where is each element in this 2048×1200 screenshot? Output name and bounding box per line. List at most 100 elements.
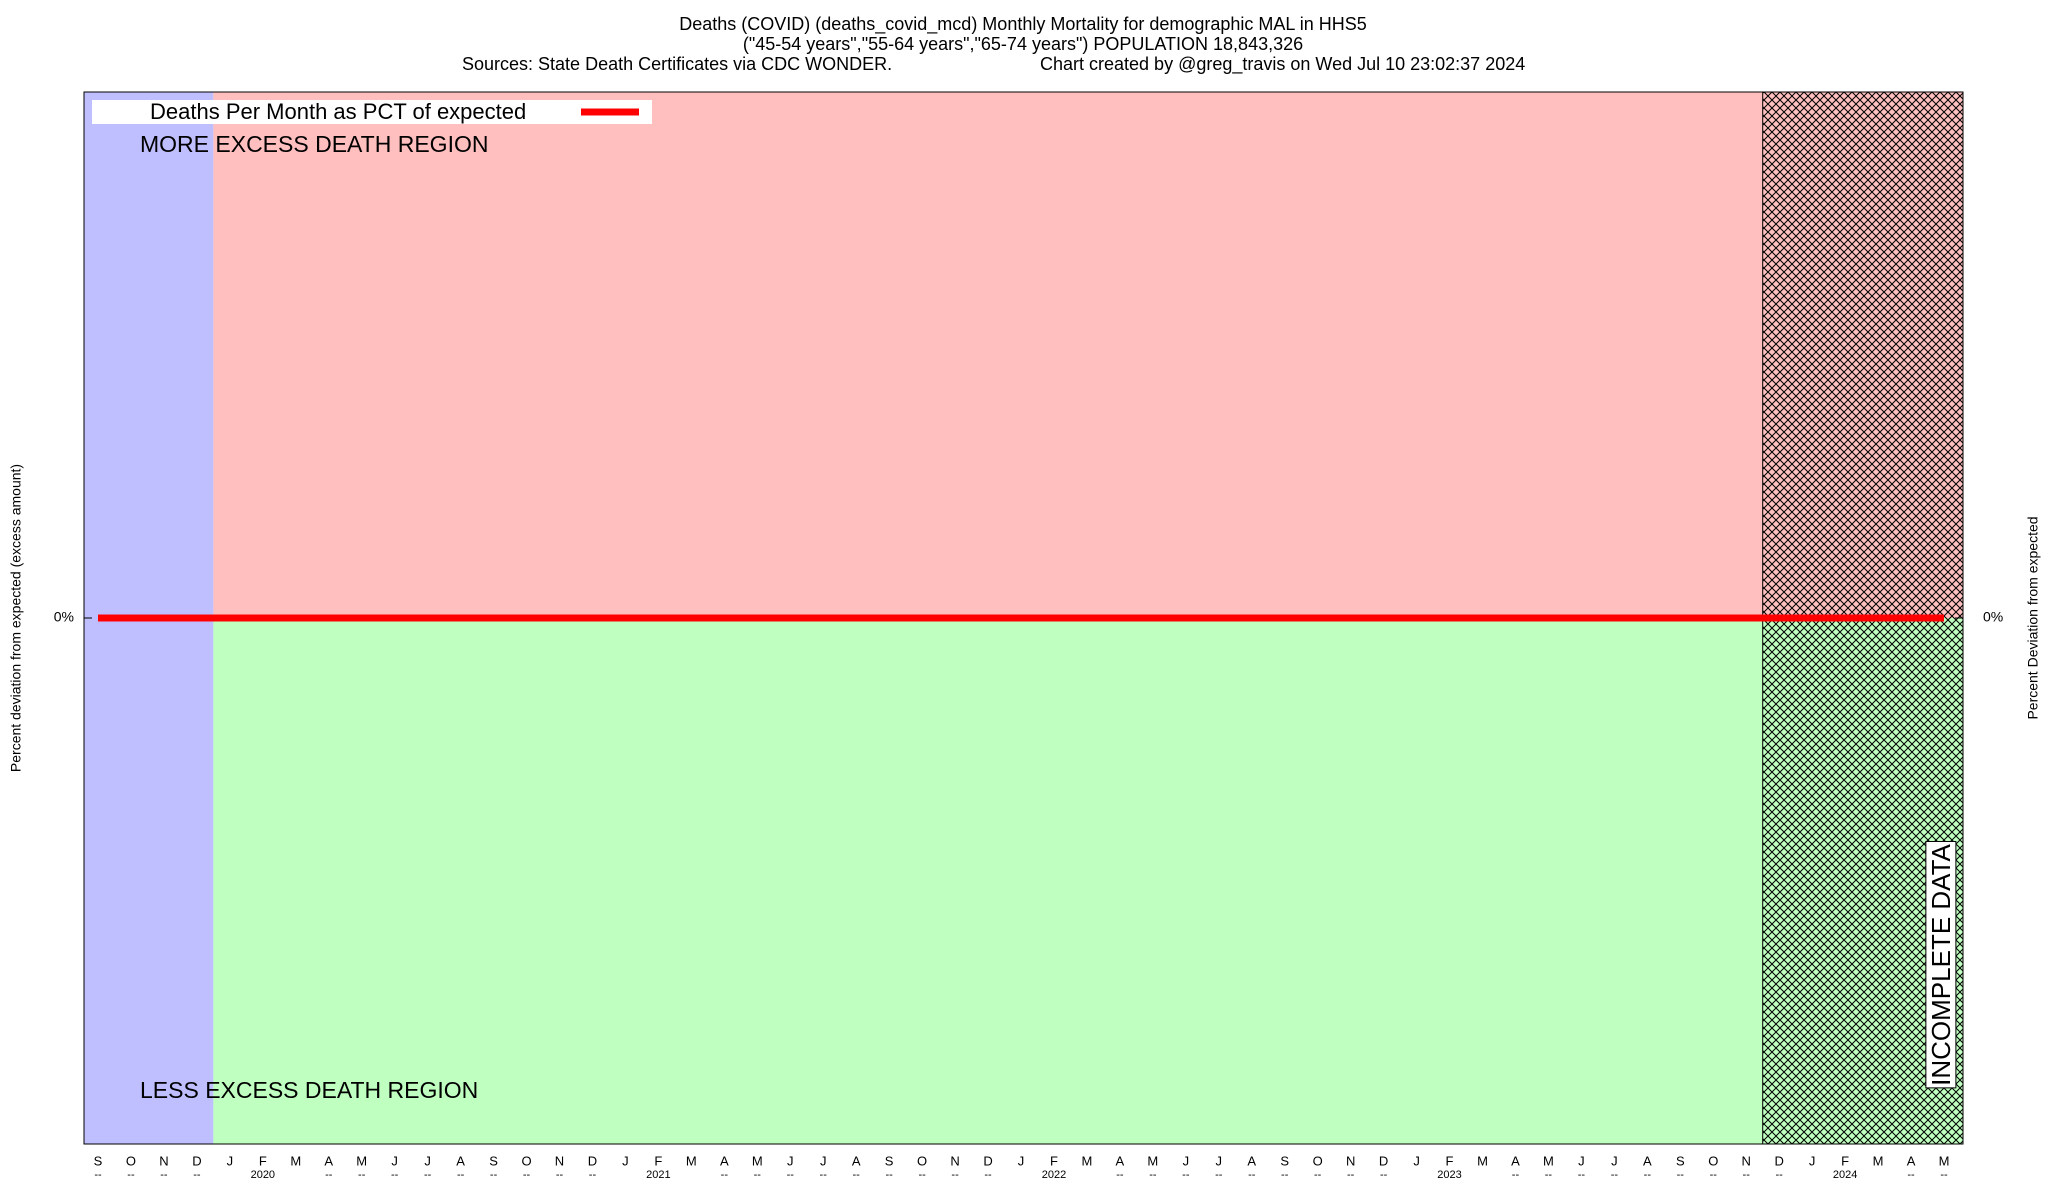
x-sublabel: -- [721,1169,729,1181]
x-tick-label: A [1643,1153,1652,1168]
x-sublabel: -- [1743,1169,1751,1181]
x-tick-label: M [1477,1153,1488,1168]
x-tick-label: F [1446,1153,1454,1168]
x-tick-label: M [1939,1153,1950,1168]
x-sublabel: -- [457,1169,465,1181]
x-tick-label: S [1676,1153,1685,1168]
x-tick-label: J [391,1153,398,1168]
y2-axis-label: Percent Deviation from expected [2025,516,2041,719]
x-tick-label: J [1611,1153,1618,1168]
x-tick-label: A [456,1153,465,1168]
x-tick-label: M [1873,1153,1884,1168]
x-tick-label: F [654,1153,662,1168]
credit: Chart created by @greg_travis on Wed Jul… [1040,54,1525,75]
x-sublabel: -- [853,1169,861,1181]
x-tick-label: D [1379,1153,1388,1168]
source: Sources: State Death Certificates via CD… [462,54,892,74]
x-tick-label: O [521,1153,531,1168]
x-tick-label: F [259,1153,267,1168]
x-tick-label: O [126,1153,136,1168]
x-sublabel: -- [424,1169,432,1181]
annotation: INCOMPLETE DATA [1926,843,1956,1085]
x-tick-label: J [1809,1153,1816,1168]
x-tick-label: A [1116,1153,1125,1168]
x-sublabel: -- [984,1169,992,1181]
x-sublabel: -- [1644,1169,1652,1181]
x-tick-label: S [885,1153,894,1168]
annotation: LESS EXCESS DEATH REGION [140,1077,478,1103]
x-tick-label: M [1543,1153,1554,1168]
x-tick-label: O [917,1153,927,1168]
x-tick-label: J [424,1153,431,1168]
x-tick-label: J [1578,1153,1585,1168]
legend-box [92,100,652,124]
x-tick-label: M [1147,1153,1158,1168]
x-sublabel: -- [94,1169,102,1181]
x-tick-label: A [324,1153,333,1168]
x-tick-label: J [820,1153,827,1168]
x-sublabel: -- [1907,1169,1915,1181]
more-excess-region [213,92,1963,618]
x-sublabel: -- [1347,1169,1355,1181]
x-tick-label: J [787,1153,794,1168]
x-tick-label: M [1082,1153,1093,1168]
x-sublabel: -- [754,1169,762,1181]
x-sublabel: -- [1545,1169,1553,1181]
x-tick-label: J [1216,1153,1223,1168]
x-tick-label: M [290,1153,301,1168]
x-sublabel: 2022 [1042,1169,1066,1181]
x-sublabel: -- [358,1169,366,1181]
x-sublabel: -- [918,1169,926,1181]
x-tick-label: N [950,1153,959,1168]
legend-label: Deaths Per Month as PCT of expected [150,99,526,124]
x-sublabel: -- [589,1169,597,1181]
y-axis-label: Percent deviation from expected (excess … [8,464,24,772]
x-tick-label: S [94,1153,103,1168]
x-sublabel: -- [1248,1169,1256,1181]
x-sublabel: -- [127,1169,135,1181]
chart-subtitle: ("45-54 years","55-64 years","65-74 year… [743,34,1303,54]
x-tick-label: N [1346,1153,1355,1168]
x-tick-label: J [1413,1153,1420,1168]
x-tick-label: A [1511,1153,1520,1168]
x-tick-label: A [1247,1153,1256,1168]
x-sublabel: -- [1281,1169,1289,1181]
x-tick-label: N [555,1153,564,1168]
x-tick-label: M [356,1153,367,1168]
x-sublabel: -- [523,1169,531,1181]
x-tick-label: M [752,1153,763,1168]
x-sublabel: -- [1215,1169,1223,1181]
x-sublabel: -- [1776,1169,1784,1181]
chart-title: Deaths (COVID) (deaths_covid_mcd) Monthl… [679,14,1367,35]
x-sublabel: -- [787,1169,795,1181]
x-tick-label: N [159,1153,168,1168]
x-tick-label: D [192,1153,201,1168]
x-sublabel: -- [1512,1169,1520,1181]
x-tick-label: D [1774,1153,1783,1168]
x-sublabel: -- [1677,1169,1685,1181]
x-sublabel: -- [951,1169,959,1181]
x-sublabel: -- [1380,1169,1388,1181]
x-sublabel: -- [391,1169,399,1181]
x-tick-label: A [1907,1153,1916,1168]
x-sublabel: 2023 [1437,1169,1461,1181]
x-tick-label: F [1050,1153,1058,1168]
x-sublabel: -- [1578,1169,1586,1181]
x-tick-label: O [1313,1153,1323,1168]
less-excess-region [213,618,1963,1144]
x-tick-label: M [686,1153,697,1168]
x-tick-label: O [1708,1153,1718,1168]
x-sublabel: 2024 [1833,1169,1857,1181]
x-sublabel: -- [1314,1169,1322,1181]
x-tick-label: F [1841,1153,1849,1168]
x-sublabel: -- [1116,1169,1124,1181]
x-tick-label: S [1280,1153,1289,1168]
x-sublabel: -- [160,1169,168,1181]
x-tick-label: A [852,1153,861,1168]
x-sublabel: -- [820,1169,828,1181]
x-sublabel: 2020 [251,1169,275,1181]
x-sublabel: -- [556,1169,564,1181]
x-tick-label: A [720,1153,729,1168]
x-sublabel: -- [1149,1169,1157,1181]
